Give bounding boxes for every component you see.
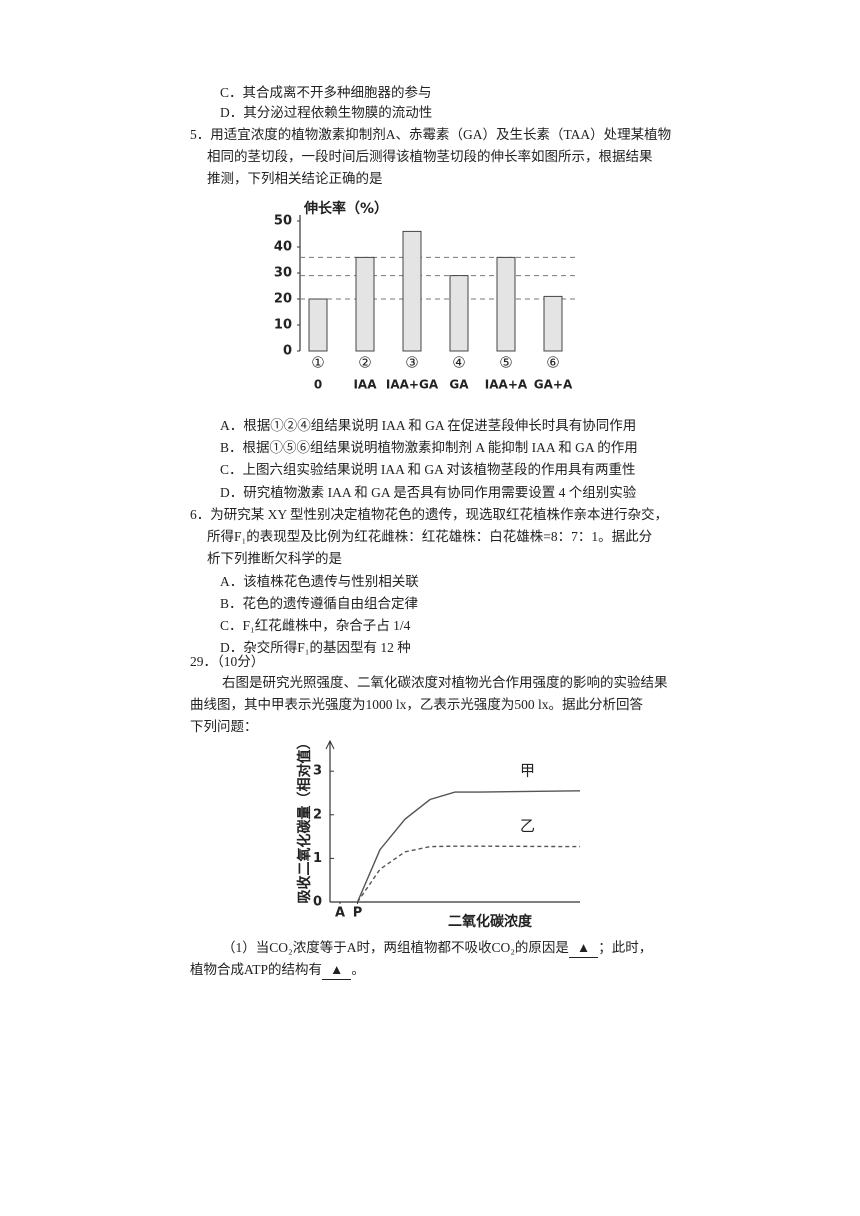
option: B．花色的遗传遵循自由组合定律 — [220, 596, 419, 611]
x-tick-label: ② — [358, 354, 371, 372]
axis-arrow — [325, 739, 335, 750]
answer-blank: ▲ — [568, 939, 599, 958]
option: C．其合成离不开多种细胞器的参与 — [220, 85, 432, 100]
option: D．杂交所得F₁的基因型有 12 种 — [220, 640, 411, 655]
y-tick-label: 1 — [313, 851, 322, 866]
bar — [355, 256, 375, 352]
option: B．根据①⑤⑥组结果说明植物激素抑制剂 A 能抑制 IAA 和 GA 的作用 — [220, 440, 638, 455]
y-tick-label: 20 — [274, 292, 292, 307]
option: C．F₁红花雌株中，杂合子占 1/4 — [220, 618, 411, 633]
y-tick-label: 50 — [274, 214, 292, 229]
series-label: 甲 — [520, 761, 535, 779]
option: A．根据①②④组结果说明 IAA 和 GA 在促进茎段伸长时具有协同作用 — [220, 418, 637, 433]
group-label: 0 — [314, 378, 322, 392]
sub-question: 植物合成ATP的结构有 ▲。 — [190, 961, 365, 980]
x-tick-label: ① — [311, 354, 324, 372]
y-axis-label: 伸长率（%） — [303, 200, 388, 217]
bar — [308, 298, 328, 352]
question-stem: 相同的茎切段，一段时间后测得该植物茎切段的伸长率如图所示，根据结果 — [207, 149, 653, 164]
text: ；此时， — [598, 940, 653, 955]
question-stem: 5．用适宜浓度的植物激素抑制剂A、赤霉素（GA）及生长素（TAA）处理某植物 — [190, 127, 672, 142]
text: 。 — [351, 962, 365, 977]
y-tick-label: 3 — [313, 764, 322, 779]
series-label: 乙 — [520, 817, 535, 835]
question-stem: 所得F₁的表现型及比例为红花雌株：红花雄株：白花雄株=8：7：1。据此分 — [207, 529, 653, 544]
bar — [449, 275, 469, 352]
series-line — [356, 790, 581, 903]
y-tick-label: 0 — [313, 895, 322, 910]
group-label: IAA+GA — [386, 378, 439, 392]
y-tick-label: 30 — [274, 266, 292, 281]
sub-question: （1）当CO₂浓度等于A时，两组植物都不吸收CO₂的原因是 ▲ ；此时， — [222, 939, 652, 958]
y-axis-label: 吸收二氧化碳量（相对值） — [296, 736, 313, 904]
text: （1）当CO₂浓度等于A时，两组植物都不吸收CO₂的原因是 — [222, 940, 569, 955]
option: A．该植株花色遗传与性别相关联 — [220, 574, 419, 589]
x-tick-label: ③ — [405, 354, 418, 372]
y-tick-label: 40 — [274, 240, 292, 255]
option: D．研究植物激素 IAA 和 GA 是否具有协同作用需要设置 4 个组别实验 — [220, 485, 637, 500]
group-label: IAA — [353, 378, 377, 392]
y-tick-label: 10 — [274, 318, 292, 333]
bar — [543, 295, 563, 352]
option: D．其分泌过程依赖生物膜的流动性 — [220, 105, 433, 120]
x-tick-label: ⑥ — [546, 354, 559, 372]
question-number: 29．（10分） — [190, 654, 265, 669]
question-stem: 曲线图，其中甲表示光强度为1000 lx，乙表示光强度为500 lx。据此分析回… — [190, 697, 644, 712]
x-tick-label: ④ — [452, 354, 465, 372]
x-tick-label: A — [335, 906, 345, 921]
group-label: GA+A — [534, 378, 573, 392]
option: C．上图六组实验结果说明 IAA 和 GA 对该植物茎段的作用具有两重性 — [220, 462, 636, 477]
y-tick-label: 2 — [313, 807, 322, 822]
x-tick-label: ⑤ — [499, 354, 512, 372]
bar — [496, 256, 516, 352]
group-label: IAA+A — [485, 378, 528, 392]
question-stem: 下列问题： — [190, 719, 258, 734]
y-tick-label: 0 — [283, 344, 292, 359]
answer-blank: ▲ — [322, 961, 352, 980]
text: 植物合成ATP的结构有 — [190, 962, 323, 977]
bar — [402, 230, 422, 352]
group-label: GA — [449, 378, 469, 392]
series-line — [356, 845, 581, 903]
question-stem: 推测，下列相关结论正确的是 — [207, 171, 383, 186]
question-stem: 析下列推断欠科学的是 — [207, 551, 342, 566]
x-tick-label: P — [353, 906, 363, 921]
question-stem: 右图是研究光照强度、二氧化碳浓度对植物光合作用强度的影响的实验结果 — [222, 675, 668, 690]
x-axis-label: 二氧化碳浓度 — [448, 913, 533, 930]
question-stem: 6．为研究某 XY 型性别决定植物花色的遗传，现选取红花植株作亲本进行杂交， — [190, 507, 668, 522]
